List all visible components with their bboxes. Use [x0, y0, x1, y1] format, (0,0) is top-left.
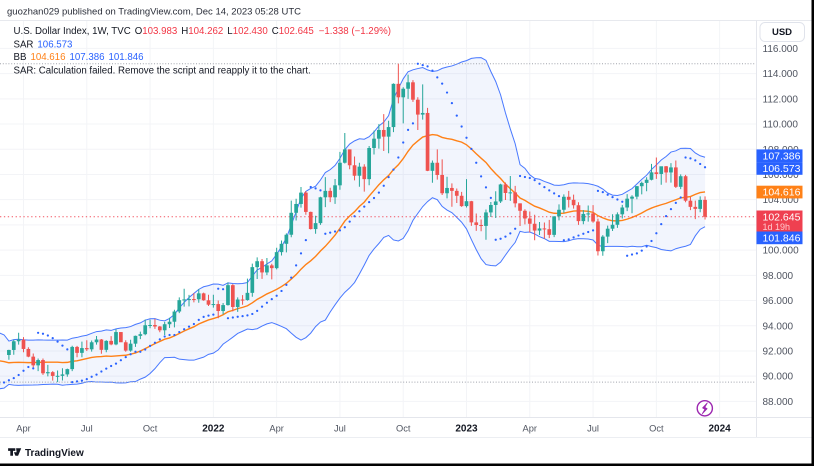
- svg-text:90.000: 90.000: [763, 372, 794, 383]
- svg-text:106.573: 106.573: [763, 163, 801, 175]
- svg-text:88.000: 88.000: [763, 397, 794, 408]
- svg-text:100.000: 100.000: [763, 246, 800, 257]
- svg-text:102.645: 102.645: [763, 212, 801, 224]
- svg-text:104.000: 104.000: [763, 195, 800, 206]
- svg-text:112.000: 112.000: [763, 94, 799, 105]
- svg-text:SAR: Calculation failed. Remov: SAR: Calculation failed. Remove the scri…: [14, 65, 311, 76]
- svg-text:guozhan029 published on Tradin: guozhan029 published on TradingView.com,…: [7, 6, 301, 17]
- svg-text:Jul: Jul: [81, 423, 93, 433]
- svg-text:Oct: Oct: [396, 423, 411, 433]
- svg-text:Apr: Apr: [16, 423, 30, 433]
- svg-text:101.846: 101.846: [763, 232, 801, 244]
- svg-text:Jul: Jul: [587, 423, 599, 433]
- svg-text:110.000: 110.000: [763, 120, 799, 131]
- svg-text:2022: 2022: [202, 424, 225, 435]
- svg-text:106.000: 106.000: [763, 170, 800, 181]
- svg-text:107.386: 107.386: [763, 150, 801, 162]
- svg-text:94.000: 94.000: [763, 321, 794, 332]
- svg-text:USD: USD: [772, 27, 792, 38]
- svg-text:98.000: 98.000: [763, 271, 794, 282]
- svg-text:2024: 2024: [709, 424, 732, 435]
- svg-text:Oct: Oct: [143, 423, 158, 433]
- svg-text:116.000: 116.000: [763, 44, 799, 55]
- svg-text:96.000: 96.000: [763, 296, 794, 307]
- svg-text:114.000: 114.000: [763, 69, 799, 80]
- svg-text:Oct: Oct: [649, 423, 664, 433]
- svg-text:TradingView: TradingView: [25, 448, 84, 459]
- svg-text:Apr: Apr: [269, 423, 283, 433]
- svg-text:104.616: 104.616: [763, 187, 801, 199]
- svg-text:Apr: Apr: [523, 423, 537, 433]
- svg-text:2023: 2023: [455, 424, 478, 435]
- svg-text:Jul: Jul: [334, 423, 346, 433]
- svg-text:1d 19h: 1d 19h: [763, 222, 791, 232]
- svg-text:92.000: 92.000: [763, 346, 794, 357]
